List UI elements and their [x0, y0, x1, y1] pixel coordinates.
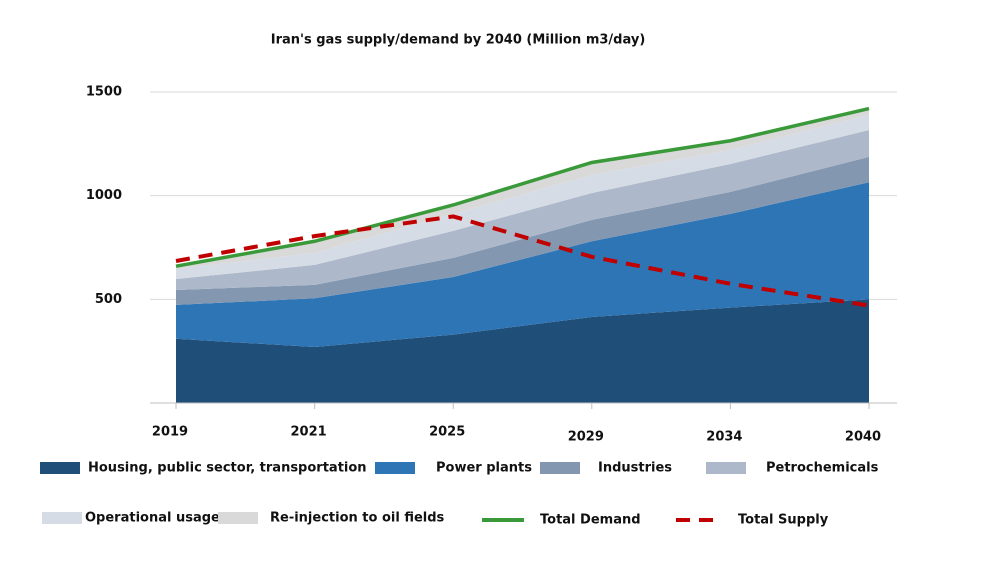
area	[176, 299, 869, 403]
area	[176, 182, 869, 348]
legend-swatch	[706, 462, 746, 474]
legend-label: Operational usage	[85, 511, 220, 526]
chart-title: Iran's gas supply/demand by 2040 (Millio…	[271, 33, 646, 48]
legend-swatch	[218, 512, 258, 524]
line	[175, 214, 870, 308]
x-tick-label: 2025	[429, 425, 465, 440]
legend-swatch	[375, 462, 415, 474]
x-tick-label: 2021	[291, 425, 327, 440]
y-tick-label: 1000	[86, 188, 122, 203]
legend-swatch	[40, 462, 80, 474]
legend-label: Total Demand	[540, 513, 641, 528]
x-tick-label: 2029	[568, 430, 604, 445]
x-tick-label: 2040	[845, 430, 881, 445]
legend-swatch	[42, 512, 82, 524]
area	[176, 129, 869, 291]
legend-label: Housing, public sector, transportation	[88, 461, 367, 476]
area	[176, 107, 869, 270]
y-tick-label: 1500	[86, 85, 122, 100]
area	[176, 114, 869, 280]
x-tick-label: 2034	[706, 430, 742, 445]
legend-label: Industries	[598, 461, 672, 476]
x-tick-label: 2019	[152, 425, 188, 440]
legend-label: Re-injection to oil fields	[270, 511, 445, 526]
area	[176, 156, 869, 305]
legend-label: Total Supply	[738, 513, 829, 528]
legend-label: Power plants	[436, 461, 532, 476]
y-tick-label: 500	[95, 292, 122, 307]
line	[175, 106, 870, 268]
legend-label: Petrochemicals	[766, 461, 879, 476]
legend-swatch	[540, 462, 580, 474]
